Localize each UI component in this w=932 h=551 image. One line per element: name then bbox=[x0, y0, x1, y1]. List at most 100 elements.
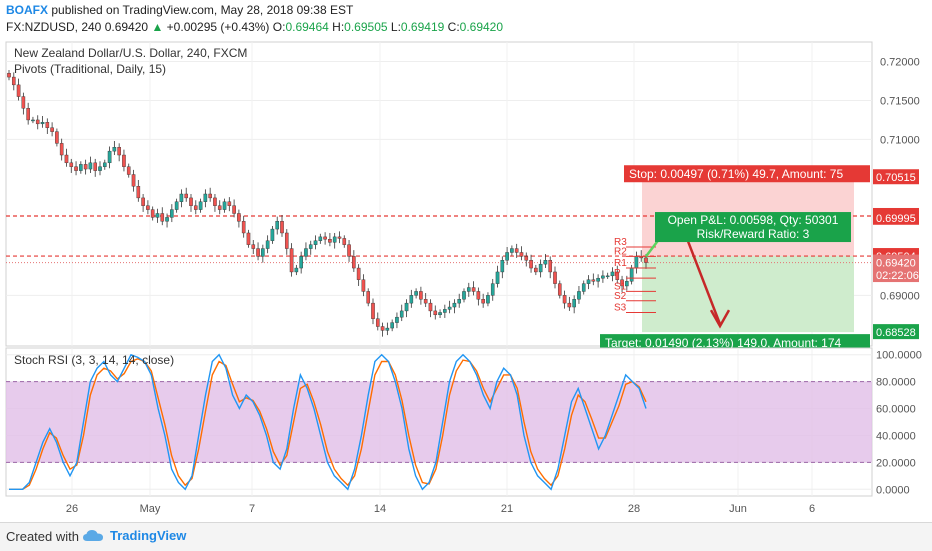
candle bbox=[443, 304, 447, 318]
target-zone[interactable] bbox=[642, 256, 854, 333]
candle bbox=[232, 199, 236, 218]
candle bbox=[591, 273, 596, 286]
target-label: Target: 0.01490 (2.13%) 149.0, Amount: 1… bbox=[605, 336, 841, 350]
publisher-name[interactable]: BOAFX bbox=[6, 3, 48, 17]
candle bbox=[69, 158, 74, 173]
candle bbox=[342, 235, 347, 248]
candle bbox=[275, 216, 280, 235]
candle bbox=[7, 70, 11, 81]
open-value: 0.69464 bbox=[285, 20, 329, 34]
price-axis[interactable]: 0.72000 0.71500 0.71000 0.69000 bbox=[880, 56, 920, 302]
candle bbox=[323, 232, 327, 245]
candle bbox=[74, 161, 78, 176]
candle bbox=[572, 295, 576, 314]
ohlc-line: FX:NZDUSD, 240 0.69420 ▲ +0.00295 (+0.43… bbox=[6, 20, 503, 34]
candle bbox=[557, 280, 562, 299]
created-with-label: Created with bbox=[6, 529, 79, 544]
candle bbox=[261, 244, 265, 263]
candle bbox=[217, 200, 222, 215]
candle bbox=[265, 235, 270, 254]
stoch-overbought-oversold-band bbox=[6, 381, 872, 463]
stoch-tick-5: 0.0000 bbox=[876, 484, 910, 496]
candle bbox=[366, 288, 371, 307]
candle bbox=[510, 245, 514, 256]
candle bbox=[375, 312, 380, 331]
pivot-label-S2: S2 bbox=[614, 291, 627, 302]
price-tags: 0.705150.700180.699950.695040.6942002:22… bbox=[873, 169, 919, 340]
pivot-label-R1: R1 bbox=[614, 258, 627, 269]
candle bbox=[356, 264, 361, 286]
candle bbox=[59, 138, 64, 161]
candle bbox=[213, 194, 217, 212]
price-tag-0: 0.70515 bbox=[873, 169, 919, 185]
candle bbox=[514, 243, 519, 258]
candle bbox=[586, 275, 591, 290]
candle bbox=[390, 319, 394, 332]
candle bbox=[155, 208, 160, 223]
candle bbox=[117, 143, 121, 162]
candle bbox=[601, 270, 605, 283]
low-label: L: bbox=[390, 20, 401, 34]
candle bbox=[131, 169, 136, 192]
candle bbox=[399, 304, 404, 322]
candle bbox=[318, 233, 323, 244]
footer-bar: Created with TradingView bbox=[0, 522, 932, 551]
tradingview-link[interactable]: TradingView bbox=[110, 528, 187, 543]
candle bbox=[160, 207, 165, 226]
high-value: 0.69505 bbox=[344, 20, 388, 34]
header-bar: BOAFX published on TradingView.com, May … bbox=[0, 0, 932, 38]
target-label-box bbox=[600, 334, 870, 352]
stoch-tick-1: 80.0000 bbox=[876, 377, 916, 389]
close-value: 0.69420 bbox=[459, 20, 504, 34]
candle bbox=[524, 252, 529, 267]
time-tick-6: Jun bbox=[729, 503, 747, 515]
candle bbox=[83, 159, 88, 175]
close-label: C: bbox=[447, 20, 460, 34]
low-value: 0.69419 bbox=[400, 20, 445, 34]
candle bbox=[466, 282, 471, 297]
candle bbox=[462, 288, 466, 303]
candle bbox=[519, 246, 524, 261]
candle bbox=[308, 240, 313, 255]
candle bbox=[165, 213, 169, 228]
candle bbox=[208, 187, 212, 202]
candle bbox=[433, 305, 438, 320]
candle bbox=[409, 289, 414, 308]
candle bbox=[141, 194, 145, 212]
candle bbox=[222, 198, 227, 213]
candle bbox=[529, 254, 533, 273]
target-arrow-line bbox=[684, 235, 722, 325]
pivot-indicator-title[interactable]: Pivots (Traditional, Daily, 15) bbox=[14, 62, 166, 76]
stoch-rsi-title[interactable]: Stoch RSI (3, 3, 14, 14, close) bbox=[14, 353, 174, 367]
candle bbox=[21, 92, 26, 115]
candle bbox=[610, 267, 615, 282]
price-tick-3: 0.69000 bbox=[880, 290, 920, 302]
pnl-label-box bbox=[655, 212, 851, 243]
candle bbox=[371, 298, 375, 325]
time-tick-3: 14 bbox=[374, 503, 386, 515]
candle bbox=[203, 189, 208, 208]
candle bbox=[447, 300, 452, 314]
candle bbox=[500, 256, 505, 279]
time-tick-0: 26 bbox=[66, 503, 78, 515]
candle bbox=[452, 299, 457, 314]
time-axis[interactable]: 26 May 7 14 21 28 Jun 6 bbox=[66, 503, 815, 515]
tradingview-cloud-icon[interactable] bbox=[82, 529, 104, 543]
stoch-tick-3: 40.0000 bbox=[876, 430, 916, 442]
candle bbox=[174, 198, 179, 213]
candle bbox=[423, 292, 428, 308]
candle bbox=[289, 243, 294, 277]
stoch-axis[interactable]: 100.0000 80.0000 60.0000 40.0000 20.0000 0.00… bbox=[876, 350, 922, 497]
pivot-label-S1: S1 bbox=[614, 281, 627, 292]
stoch-rsi-pane[interactable]: Stoch RSI (3, 3, 14, 14, close) bbox=[5, 347, 873, 497]
candle bbox=[64, 148, 69, 167]
candle bbox=[150, 206, 155, 221]
candle bbox=[198, 198, 203, 213]
candle bbox=[428, 299, 433, 318]
candle bbox=[352, 250, 356, 272]
open-label: O: bbox=[272, 20, 286, 34]
candle bbox=[256, 242, 260, 261]
candle bbox=[270, 225, 275, 244]
